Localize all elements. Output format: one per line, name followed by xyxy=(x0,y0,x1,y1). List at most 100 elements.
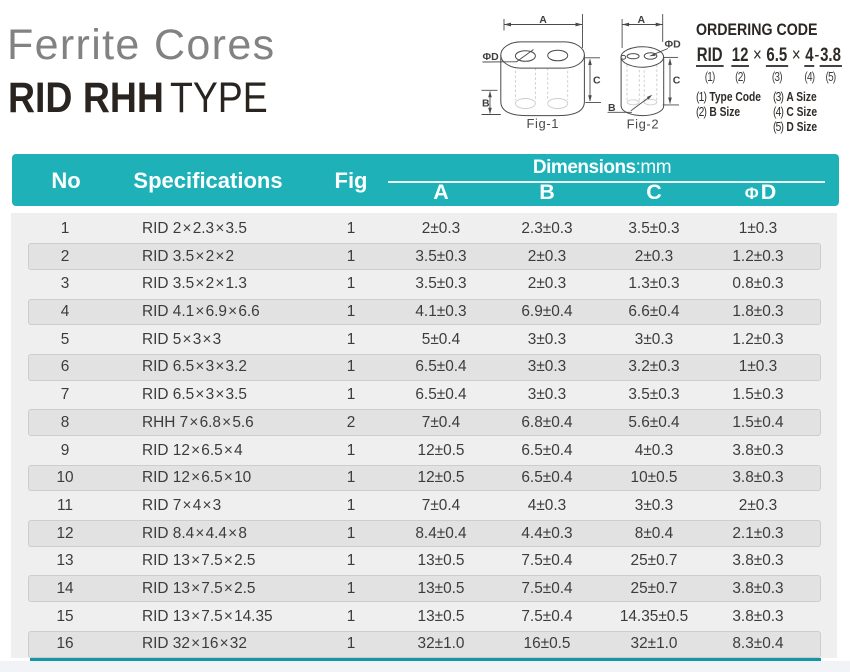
cell-dim-b: 3±0.3 xyxy=(527,386,567,404)
cell-dim-b: 4±0.3 xyxy=(527,496,567,514)
cell-no: 3 xyxy=(60,275,70,293)
dimensions-unit-label: :mm xyxy=(635,157,672,178)
core-drawings: A ΦD C B Fig-1 A ΦD C B Fig-2 xyxy=(481,14,681,132)
legend-item: (5) D Size xyxy=(773,120,818,135)
cell-no: 14 xyxy=(56,579,74,597)
table-row: 1 RID 2×2.3×3.5 1 2±0.3 2.3±0.3 3.5±0.3 … xyxy=(11,215,837,243)
fig2-dim-b xyxy=(607,94,653,113)
fig1-body xyxy=(500,55,585,117)
fig2-hole-edge xyxy=(620,54,627,60)
code-segment-text: 12 xyxy=(731,43,750,68)
code-segment-label: (1) xyxy=(704,68,716,84)
cell-fig: 1 xyxy=(346,552,356,570)
fig1-label-phid: ΦD xyxy=(483,51,500,63)
cell-fig: 2 xyxy=(346,413,356,431)
cell-dim-a: 3.5±0.3 xyxy=(415,247,467,265)
cell-dim-a: 6.5±0.4 xyxy=(415,358,467,376)
cell-filler xyxy=(803,520,837,548)
cell-dim-a: 4.1±0.3 xyxy=(415,303,467,321)
page-bottom-strip xyxy=(0,661,850,672)
cell-no: 4 xyxy=(60,303,70,321)
page-title-type-bold: RID RHH xyxy=(7,74,164,122)
phi-symbol: Φ xyxy=(744,184,759,203)
cell-dim-b: 3±0.3 xyxy=(527,358,567,376)
cell-no: 6 xyxy=(60,358,70,376)
cell-dim-d: 3.8±0.3 xyxy=(732,552,784,570)
ordering-code-times-2: × xyxy=(791,43,801,66)
cell-dim-d: 1.2±0.3 xyxy=(732,330,784,348)
code-segment-text: RID xyxy=(696,43,724,68)
cell-no: 7 xyxy=(60,386,70,404)
code-segment-text: 6.5 xyxy=(765,43,789,68)
cell-dim-b: 16±0.5 xyxy=(523,635,571,653)
cell-dim-d: 1.2±0.3 xyxy=(732,247,784,265)
bottom-rule xyxy=(30,658,821,661)
cell-dim-a: 7±0.4 xyxy=(421,413,461,431)
cell-fig: 1 xyxy=(346,496,356,514)
cell-dim-a: 32±1.0 xyxy=(417,635,465,653)
cell-dim-a: 3.5±0.3 xyxy=(415,275,467,293)
cell-dim-a: 13±0.5 xyxy=(417,552,465,570)
cell-no: 8 xyxy=(60,413,70,431)
cell-specification: RID 13×7.5×2.5 xyxy=(142,552,256,570)
cell-dim-d: 1.5±0.3 xyxy=(732,386,784,404)
cell-no: 5 xyxy=(60,330,70,348)
col-header-a: A xyxy=(433,180,449,204)
ordering-code-a: 6.5 (3) xyxy=(765,43,789,84)
ordering-code-legend-col1: (1) Type Code (2) B Size xyxy=(696,90,761,120)
cell-fig: 1 xyxy=(346,220,356,237)
cell-dim-a: 13±0.5 xyxy=(417,579,465,597)
cell-specification: RID 32×16×32 xyxy=(142,635,247,653)
fig2-dim-c xyxy=(662,56,679,106)
ordering-code-c: 4 (4) xyxy=(804,45,815,84)
cell-dim-a: 6.5±0.4 xyxy=(415,386,467,404)
page-title-type: RID RHH TYPE xyxy=(8,77,268,120)
col-header-c: C xyxy=(646,180,662,204)
cell-dim-c: 6.6±0.4 xyxy=(628,303,680,321)
cell-filler xyxy=(803,326,837,354)
cell-fig: 1 xyxy=(346,358,356,376)
cell-filler xyxy=(803,215,837,243)
table-row: 13 RID 13×7.5×2.5 1 13±0.5 7.5±0.4 25±0.… xyxy=(11,547,837,575)
fig1-label-c: C xyxy=(593,75,601,87)
page-title-type-regular: TYPE xyxy=(169,74,268,122)
cell-dim-b: 2±0.3 xyxy=(527,275,567,293)
cell-fig: 1 xyxy=(346,469,356,487)
cell-dim-d: 8.3±0.4 xyxy=(732,635,784,653)
table-row: 3 RID 3.5×2×1.3 1 3.5±0.3 2±0.3 1.3±0.3 … xyxy=(11,270,837,298)
cell-dim-b: 7.5±0.4 xyxy=(521,552,573,570)
cell-filler xyxy=(803,492,837,520)
cell-filler xyxy=(803,437,837,465)
table-row: 4 RID 4.1×6.9×6.6 1 4.1±0.3 6.9±0.4 6.6±… xyxy=(11,298,837,326)
cell-specification: RID 3.5×2×2 xyxy=(142,247,235,265)
code-segment-label: (4) xyxy=(804,68,815,84)
fig2-body xyxy=(620,56,665,117)
fig1-hole-right xyxy=(547,49,569,62)
cell-filler xyxy=(803,603,837,631)
table-row: 2 RID 3.5×2×2 1 3.5±0.3 2±0.3 2±0.3 1.2±… xyxy=(11,243,837,271)
fig1-label-a: A xyxy=(539,14,547,26)
col-header-b: B xyxy=(539,180,555,204)
cell-dim-d: 2.1±0.3 xyxy=(732,524,784,542)
fig2-label-c: C xyxy=(673,75,681,87)
cell-fig: 1 xyxy=(346,607,356,625)
cell-specification: RID 13×7.5×14.35 xyxy=(142,607,273,625)
table-row: 16 RID 32×16×32 1 32±1.0 16±0.5 32±1.0 8… xyxy=(11,630,837,658)
cell-no: 15 xyxy=(56,607,74,625)
cell-dim-c: 3.5±0.3 xyxy=(628,386,680,404)
cell-dim-c: 25±0.7 xyxy=(630,552,678,570)
cell-no: 11 xyxy=(57,496,73,514)
code-segment-label: (3) xyxy=(771,68,783,84)
cell-dim-a: 12±0.5 xyxy=(417,469,465,487)
d-letter: D xyxy=(760,180,777,204)
table-row: 14 RID 13×7.5×2.5 1 13±0.5 7.5±0.4 25±0.… xyxy=(11,575,837,603)
cell-dim-d: 2±0.3 xyxy=(738,496,778,514)
cell-dim-d: 3.8±0.3 xyxy=(732,441,784,459)
fig1-dim-b xyxy=(481,89,501,115)
cell-no: 10 xyxy=(56,469,74,487)
cell-no: 2 xyxy=(60,247,70,265)
cell-filler xyxy=(803,547,837,575)
cell-specification: RID 7×4×3 xyxy=(142,496,222,514)
cell-dim-c: 5.6±0.4 xyxy=(628,413,680,431)
cell-filler xyxy=(803,630,837,658)
